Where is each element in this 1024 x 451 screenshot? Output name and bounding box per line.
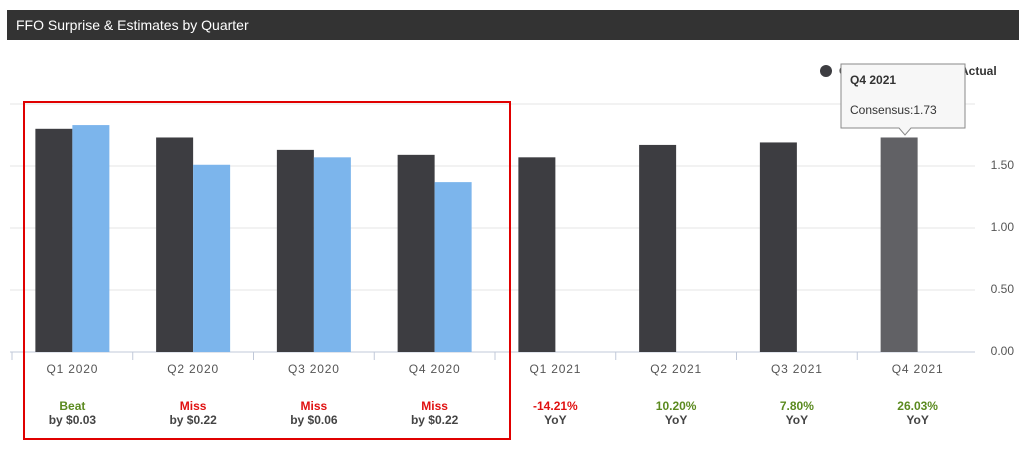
y-tick-label: 1.50 — [991, 158, 1015, 172]
bar — [434, 182, 472, 352]
surprise-detail: YoY — [544, 413, 566, 427]
surprise-label: Miss — [421, 399, 448, 413]
bar — [72, 125, 110, 352]
bar — [397, 154, 435, 352]
bar — [156, 137, 194, 352]
tooltip-box — [840, 63, 966, 136]
bar — [639, 144, 677, 352]
y-tick-label: 0.00 — [991, 344, 1015, 358]
surprise-detail: by $0.03 — [49, 413, 97, 427]
bar — [313, 157, 351, 352]
surprise-detail: YoY — [665, 413, 687, 427]
tooltip: Q4 2021 Consensus:1.73 — [840, 63, 966, 136]
surprise-detail: by $0.06 — [290, 413, 338, 427]
y-tick-label: 0.50 — [991, 282, 1015, 296]
x-tick-label: Q3 2021 — [771, 362, 823, 376]
surprise-label: -14.21% — [533, 399, 578, 413]
bar — [518, 157, 556, 352]
surprise-detail: YoY — [906, 413, 928, 427]
bar — [193, 164, 231, 352]
x-tick-label: Q1 2021 — [530, 362, 582, 376]
bar — [759, 142, 797, 352]
bar — [276, 149, 314, 352]
y-tick-label: 1.00 — [991, 220, 1015, 234]
x-tick-label: Q3 2020 — [288, 362, 340, 376]
bar — [880, 137, 918, 352]
surprise-detail: YoY — [786, 413, 808, 427]
surprise-detail: by $0.22 — [169, 413, 217, 427]
surprise-label: Beat — [59, 399, 85, 413]
tooltip-value: 1.73 — [913, 103, 937, 117]
x-tick-label: Q1 2020 — [47, 362, 99, 376]
surprise-label: 10.20% — [656, 399, 697, 413]
surprise-label: Miss — [180, 399, 207, 413]
legend-marker — [820, 65, 832, 77]
tooltip-label: Consensus:1.73 — [850, 103, 937, 117]
highlight-box — [23, 101, 511, 440]
panel-title: FFO Surprise & Estimates by Quarter — [7, 10, 1019, 40]
x-tick-label: Q2 2020 — [167, 362, 219, 376]
x-tick-label: Q4 2020 — [409, 362, 461, 376]
legend-label: Actual — [960, 64, 997, 78]
surprise-label: Miss — [301, 399, 328, 413]
tooltip-label-text: Consensus: — [850, 103, 913, 117]
x-tick-label: Q2 2021 — [650, 362, 702, 376]
surprise-label: 26.03% — [897, 399, 938, 413]
tooltip-title: Q4 2021 — [850, 73, 896, 87]
surprise-detail: by $0.22 — [411, 413, 459, 427]
surprise-label: 7.80% — [780, 399, 814, 413]
x-tick-label: Q4 2021 — [892, 362, 944, 376]
bar — [35, 128, 73, 352]
